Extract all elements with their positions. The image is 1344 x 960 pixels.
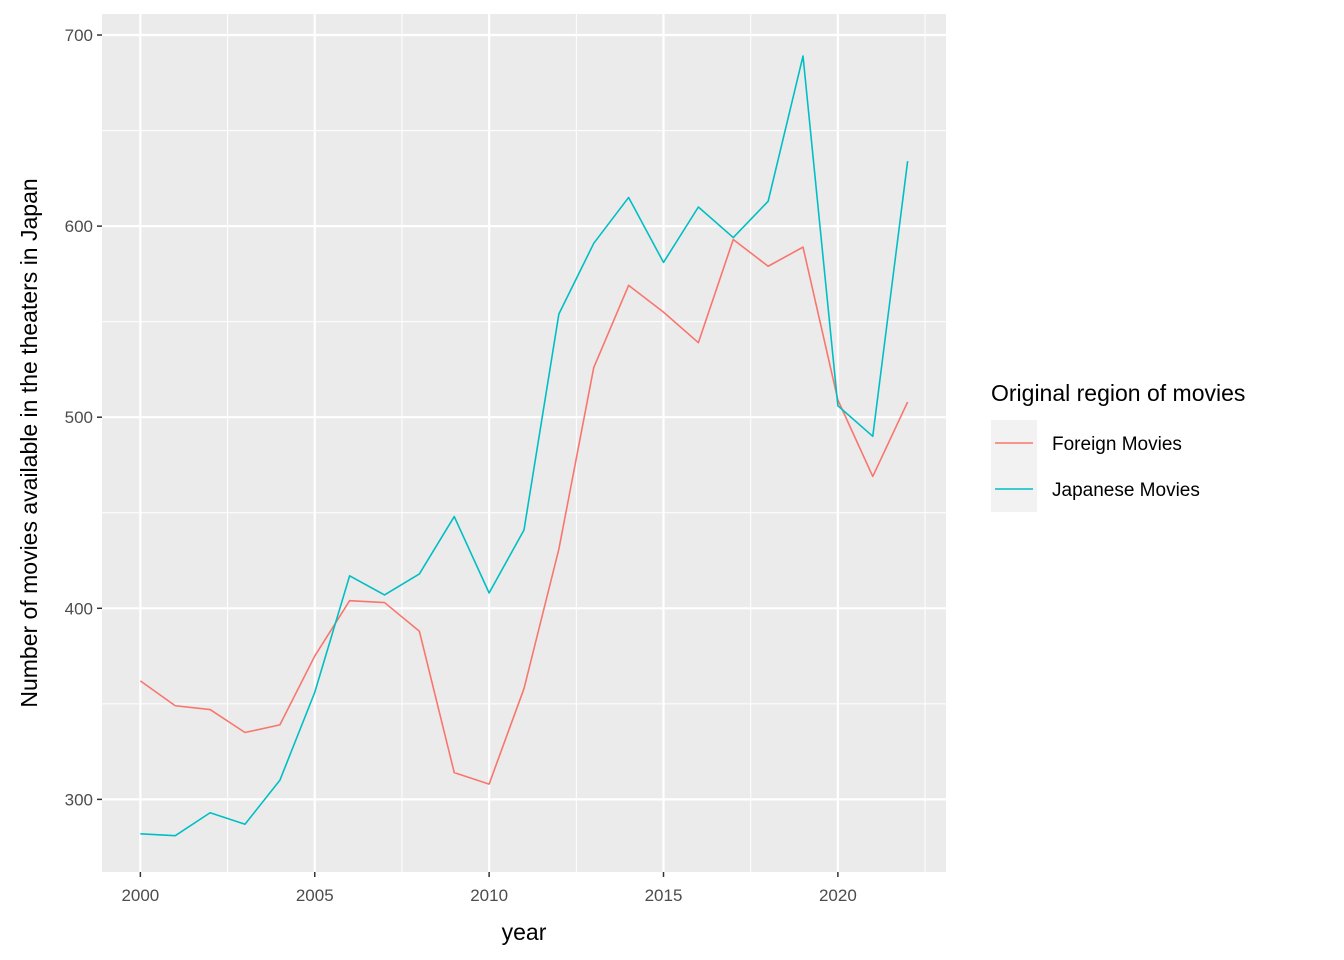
legend-label-foreign-movies: Foreign Movies [1052, 434, 1182, 455]
legend-title: Original region of movies [991, 380, 1245, 406]
legend: Original region of movies Foreign Movies… [991, 380, 1245, 512]
legend-key-background [991, 420, 1037, 512]
major-gridlines [102, 14, 946, 872]
series-line-japanese-movies [140, 55, 909, 837]
series-lines [139, 55, 909, 837]
x-axis: 2000 2005 2010 2015 2020 [121, 872, 857, 905]
x-tick-label: 2000 [121, 886, 159, 905]
y-axis-title: Number of movies available in the theate… [16, 178, 42, 707]
legend-label-japanese-movies: Japanese Movies [1052, 480, 1200, 501]
y-tick-label: 400 [65, 599, 93, 618]
minor-gridlines [102, 14, 946, 872]
y-axis: 300 400 500 600 700 [65, 26, 102, 809]
x-tick-label: 2010 [470, 886, 508, 905]
y-tick-label: 500 [65, 408, 93, 427]
series-line-foreign-movies [139, 238, 909, 785]
y-tick-label: 300 [65, 790, 93, 809]
x-tick-label: 2005 [296, 886, 334, 905]
x-tick-label: 2020 [819, 886, 857, 905]
x-axis-title: year [502, 919, 547, 945]
plot-panel [102, 14, 946, 872]
y-tick-label: 600 [65, 217, 93, 236]
y-tick-label: 700 [65, 26, 93, 45]
x-tick-label: 2015 [645, 886, 683, 905]
